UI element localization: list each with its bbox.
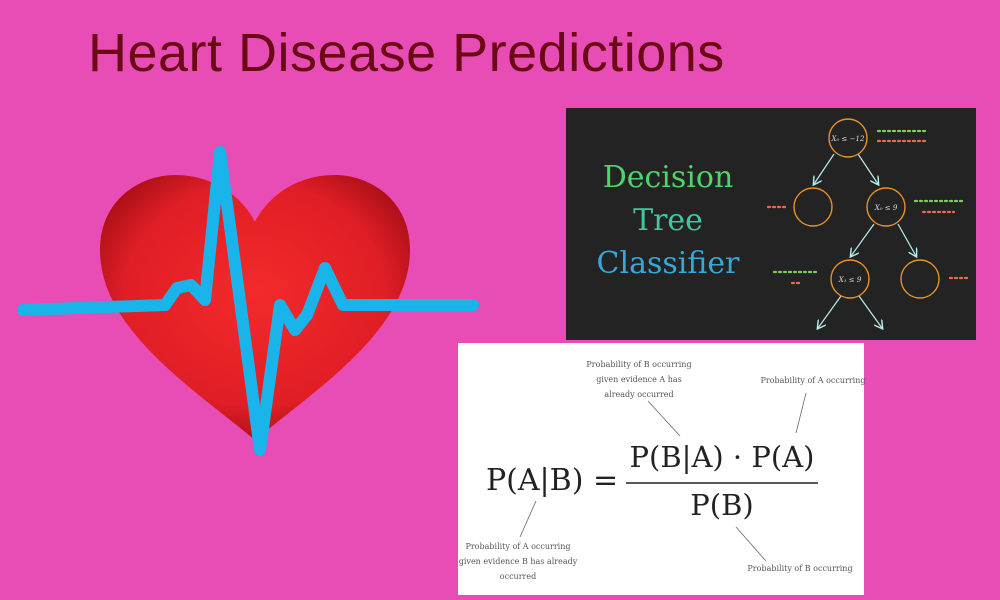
tree-node-mid-label: X₁ ≤ 9 <box>838 276 862 284</box>
bayes-theorem-panel: Probability of B occurring given evidenc… <box>458 343 866 595</box>
tree-node-root <box>828 118 868 158</box>
pulse-line-icon <box>17 146 479 456</box>
bayes-denominator: P(B) <box>690 488 754 522</box>
tree-edge <box>897 223 916 256</box>
heart-pulse-illustration <box>15 140 485 470</box>
annotation-prob-b: Probability of B occurring <box>747 564 853 573</box>
tree-edge <box>857 153 878 184</box>
tree-edge <box>818 295 842 328</box>
decision-tree-diagram: X₀ ≤ −12 X₀ ≤ 9 X₁ ≤ 9 <box>766 118 970 340</box>
tree-edge <box>851 223 875 256</box>
dt-title-line-3: Classifier <box>596 246 740 281</box>
tree-node-right-label: X₀ ≤ 9 <box>874 204 898 212</box>
annotation-prob-a: Probability of A occurring <box>760 376 866 385</box>
tree-edge <box>858 295 882 328</box>
dt-title-line-1: Decision <box>602 160 734 195</box>
tree-node-root-label: X₀ ≤ −12 <box>831 135 865 143</box>
tree-node-right <box>866 187 906 227</box>
tree-node-leaf <box>900 259 940 299</box>
tree-node-left <box>793 187 833 227</box>
heart-icon <box>100 175 410 440</box>
decision-tree-title: Decision Tree Classifier <box>578 156 758 285</box>
annotation-b-given-a: Probability of B occurring given evidenc… <box>586 360 692 399</box>
page-title: Heart Disease Predictions <box>88 23 725 83</box>
dt-title-line-2: Tree <box>633 203 703 238</box>
annotation-a-given-b: Probability of A occurring given evidenc… <box>458 542 578 581</box>
decision-tree-panel: Decision Tree Classifier X₀ ≤ −12 <box>566 108 976 340</box>
tree-edge <box>814 153 835 184</box>
bayes-numerator: P(B|A) · P(A) <box>629 440 815 474</box>
tree-node-mid <box>830 259 870 299</box>
bayes-lhs: P(A|B) = <box>486 463 619 498</box>
annotation-leaders <box>519 392 818 562</box>
